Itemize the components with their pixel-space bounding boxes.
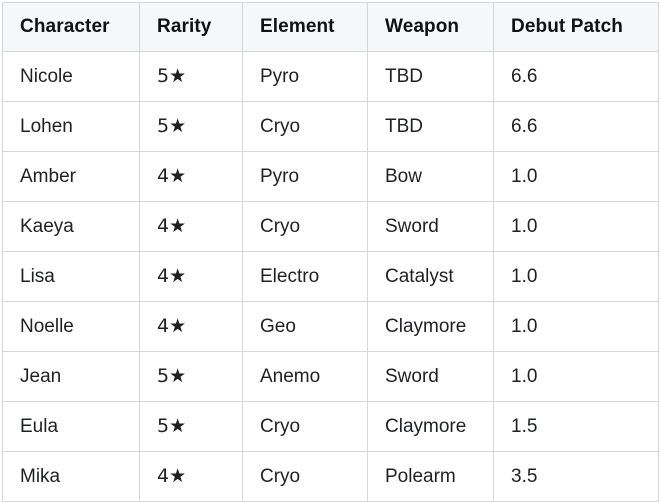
cell-element: Cryo [242,401,368,452]
cell-character: Kaeya [2,201,140,252]
cell-character: Mika [2,451,140,502]
cell-character: Amber [2,151,140,202]
table-row: Jean 5★ Anemo Sword 1.0 [2,351,659,402]
table-row: Eula 5★ Cryo Claymore 1.5 [2,401,659,452]
table-row: Mika 4★ Cryo Polearm 3.5 [2,451,659,502]
table-row: Noelle 4★ Geo Claymore 1.0 [2,301,659,352]
cell-debut_patch: 1.0 [493,151,659,202]
table-header: Character Rarity Element Weapon Debut Pa… [2,2,659,52]
cell-rarity: 5★ [139,51,243,102]
column-header-rarity: Rarity [139,2,243,52]
cell-debut_patch: 1.0 [493,251,659,302]
cell-weapon: Polearm [367,451,494,502]
cell-weapon: Sword [367,201,494,252]
cell-debut_patch: 1.5 [493,401,659,452]
cell-element: Geo [242,301,368,352]
cell-rarity: 4★ [139,251,243,302]
cell-element: Anemo [242,351,368,402]
cell-element: Pyro [242,51,368,102]
table-row: Kaeya 4★ Cryo Sword 1.0 [2,201,659,252]
cell-rarity: 4★ [139,451,243,502]
cell-rarity: 4★ [139,301,243,352]
cell-element: Cryo [242,201,368,252]
cell-element: Electro [242,251,368,302]
table-row: Lisa 4★ Electro Catalyst 1.0 [2,251,659,302]
cell-rarity: 5★ [139,401,243,452]
cell-debut_patch: 1.0 [493,201,659,252]
cell-element: Cryo [242,101,368,152]
table-row: Lohen 5★ Cryo TBD 6.6 [2,101,659,152]
cell-weapon: Claymore [367,401,494,452]
cell-weapon: TBD [367,51,494,102]
table-body: Nicole 5★ Pyro TBD 6.6 Lohen 5★ Cryo TBD 6.6 Amber… [2,51,659,502]
table-header-row: Character Rarity Element Weapon Debut Pa… [2,2,659,52]
cell-element: Cryo [242,451,368,502]
column-header-weapon: Weapon [367,2,494,52]
cell-weapon: TBD [367,101,494,152]
cell-weapon: Catalyst [367,251,494,302]
cell-weapon: Claymore [367,301,494,352]
column-header-element: Element [242,2,368,52]
cell-weapon: Bow [367,151,494,202]
cell-rarity: 5★ [139,351,243,402]
column-header-character: Character [2,2,140,52]
cell-rarity: 4★ [139,201,243,252]
column-header-debut-patch: Debut Patch [493,2,659,52]
cell-element: Pyro [242,151,368,202]
cell-debut_patch: 1.0 [493,351,659,402]
table-row: Amber 4★ Pyro Bow 1.0 [2,151,659,202]
cell-character: Nicole [2,51,140,102]
cell-character: Jean [2,351,140,402]
cell-debut_patch: 6.6 [493,51,659,102]
cell-rarity: 4★ [139,151,243,202]
cell-character: Eula [2,401,140,452]
cell-character: Noelle [2,301,140,352]
cell-rarity: 5★ [139,101,243,152]
cell-debut_patch: 1.0 [493,301,659,352]
cell-character: Lisa [2,251,140,302]
cell-debut_patch: 6.6 [493,101,659,152]
cell-weapon: Sword [367,351,494,402]
table-row: Nicole 5★ Pyro TBD 6.6 [2,51,659,102]
cell-character: Lohen [2,101,140,152]
cell-debut_patch: 3.5 [493,451,659,502]
